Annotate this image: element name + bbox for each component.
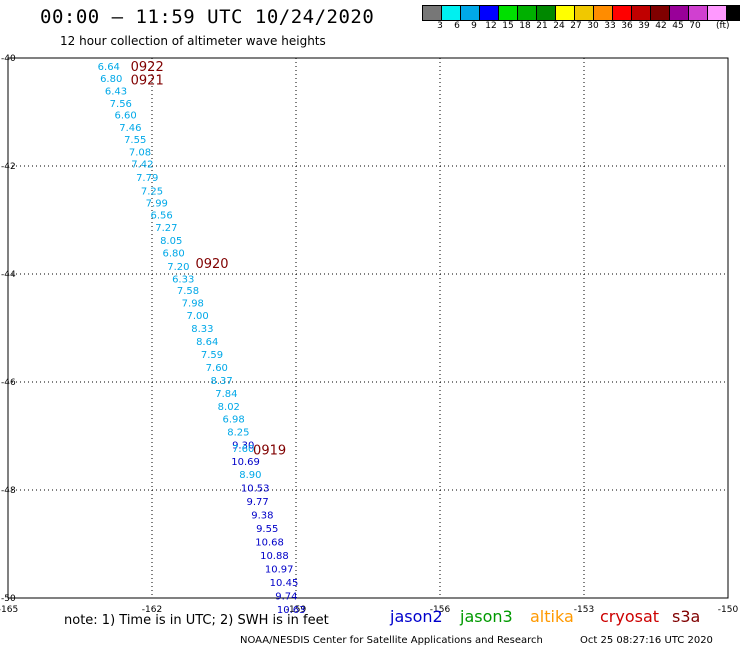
satellite-label: altika: [530, 607, 574, 626]
time-label: 0919: [253, 444, 286, 459]
legend-label: 33: [604, 21, 616, 31]
swh-value-label: 6.33: [172, 274, 194, 285]
y-tick-label: -48: [1, 486, 16, 496]
y-tick-label: -44: [1, 270, 16, 280]
swh-value-label: 10.53: [241, 483, 270, 494]
swh-value-label: 7.08: [129, 147, 151, 158]
legend-label: 18: [519, 21, 531, 31]
swh-value-label: 8.90: [239, 470, 261, 481]
chart-title: 00:00 – 11:59 UTC 10/24/2020: [40, 6, 375, 28]
legend-swatch: [726, 5, 740, 21]
swh-value-label: 7.58: [177, 286, 199, 297]
legend-label: 27: [570, 21, 582, 31]
swh-value-label: 6.64: [98, 62, 120, 73]
y-tick-label: -50: [1, 594, 16, 604]
swh-value-label: 10.97: [265, 564, 294, 575]
swh-value-label: 7.55: [124, 135, 146, 146]
time-label: 0920: [195, 257, 228, 272]
swh-value-label: 7.79: [136, 173, 158, 184]
legend-label: 9: [471, 21, 477, 31]
swh-value-label: 8.37: [210, 376, 232, 387]
legend-label: 36: [621, 21, 633, 31]
legend-label: 39: [638, 21, 650, 31]
legend-label: 3: [437, 21, 443, 31]
swh-value-label: 6.56: [150, 211, 172, 222]
color-legend: [422, 5, 740, 21]
swh-value-label: 6.80: [100, 74, 122, 85]
swh-value-label: 7.25: [141, 186, 163, 197]
swh-value-label: 6.98: [222, 415, 244, 426]
legend-label: 30: [587, 21, 599, 31]
satellite-label: s3a: [672, 607, 701, 626]
swh-value-label: 10.63: [277, 605, 306, 616]
swh-value-label: 6.43: [105, 86, 127, 97]
footer-note: note: 1) Time is in UTC; 2) SWH is in fe…: [64, 613, 329, 628]
y-tick-label: -40: [1, 54, 16, 64]
swh-value-label: 6.80: [162, 248, 184, 259]
plot-frame: [7, 57, 729, 599]
swh-value-label: 9.74: [275, 591, 297, 602]
legend-unit: (ft): [716, 21, 730, 31]
time-label: 0921: [131, 74, 164, 89]
swh-value-label: 9.30: [232, 441, 254, 452]
swh-value-label: 7.99: [146, 199, 168, 210]
swh-value-label: 9.38: [251, 510, 273, 521]
x-tick-label: -159: [286, 605, 307, 615]
y-tick-label: -46: [1, 378, 16, 388]
legend-label: 70: [689, 21, 701, 31]
legend-label: 21: [536, 21, 548, 31]
swh-value-label: 7.98: [182, 299, 204, 310]
x-tick-label: -156: [430, 605, 451, 615]
swh-value-label: 7.59: [201, 350, 223, 361]
legend-label: 6: [454, 21, 460, 31]
swh-value-label: 7.42: [131, 159, 153, 170]
legend-label: 42: [655, 21, 667, 31]
credit-text: NOAA/NESDIS Center for Satellite Applica…: [240, 635, 543, 646]
legend-label: 45: [672, 21, 684, 31]
swh-value-label: 8.33: [191, 324, 213, 335]
x-tick-label: -153: [574, 605, 594, 615]
satellite-label: jason3: [460, 607, 513, 626]
swh-value-label: 8.02: [218, 402, 240, 413]
swh-value-label: 10.45: [270, 578, 299, 589]
x-tick-label: -165: [0, 605, 18, 615]
swh-value-label: 8.25: [227, 428, 249, 439]
legend-label: 12: [485, 21, 497, 31]
time-label: 0922: [131, 60, 164, 75]
swh-value-label: 7.60: [206, 363, 228, 374]
swh-value-label: 7.56: [110, 99, 132, 110]
swh-value-label: 7.00: [186, 311, 208, 322]
swh-value-label: 7.20: [167, 262, 189, 273]
swh-value-label: 10.88: [260, 551, 289, 562]
swh-value-label: 8.64: [196, 337, 218, 348]
swh-value-label: 7.27: [155, 223, 177, 234]
y-tick-label: -42: [1, 162, 16, 172]
legend-labels: 3 6 9 12 15 18 21 24 27 30 33 36 39 42 45 70: [422, 21, 740, 35]
x-tick-label: -150: [718, 605, 739, 615]
chart-subtitle: 12 hour collection of altimeter wave hei…: [60, 34, 326, 48]
swh-value-label: 8.05: [160, 236, 182, 247]
swh-value-label: 7.84: [215, 389, 237, 400]
swh-value-label: 10.69: [231, 457, 260, 468]
x-tick-label: -162: [142, 605, 162, 615]
legend-label: 15: [502, 21, 514, 31]
timestamp-text: Oct 25 08:27:16 UTC 2020: [580, 635, 713, 646]
swh-value-label: 9.77: [246, 497, 268, 508]
swh-value-label: 7.46: [119, 123, 141, 134]
legend-label: 24: [553, 21, 565, 31]
swh-value-label: 6.60: [114, 111, 136, 122]
satellite-label: jason2: [390, 607, 443, 626]
swh-value-label: 9.55: [256, 524, 278, 535]
swh-value-label: 7.60: [232, 444, 254, 455]
swh-value-label: 10.68: [255, 537, 284, 548]
satellite-label: cryosat: [600, 607, 660, 626]
